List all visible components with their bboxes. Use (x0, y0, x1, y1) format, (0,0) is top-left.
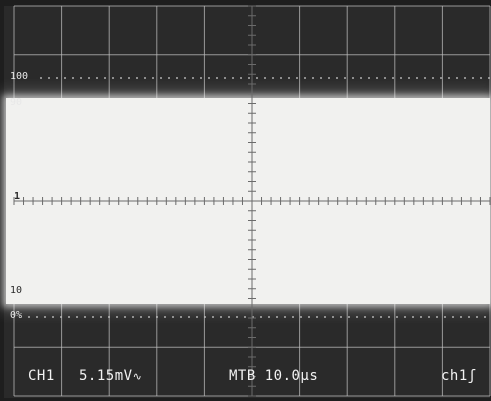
trigger-readout: ch1ʃ (441, 368, 477, 384)
scale-label-100: 100 (10, 71, 29, 82)
timebase-readout: MTB 10.0µs (229, 368, 319, 384)
scale-label-90: 90 (10, 97, 23, 108)
trigger-level-marker: 1 (14, 191, 21, 202)
ac-coupling-icon: ∿ (132, 370, 143, 383)
trigger-channel: ch1 (441, 368, 468, 384)
percent-reference-lines (28, 77, 490, 318)
scale-label-0-percent: 0% (10, 310, 23, 321)
volts-per-div-value: 5.15mV (79, 368, 133, 384)
rising-edge-icon: ʃ (467, 368, 477, 384)
center-axes (13, 5, 491, 397)
channel-label: CH1 (28, 368, 55, 384)
scale-label-10: 10 (10, 285, 23, 296)
volts-per-div-readout: 5.15mV∿ (79, 368, 142, 385)
